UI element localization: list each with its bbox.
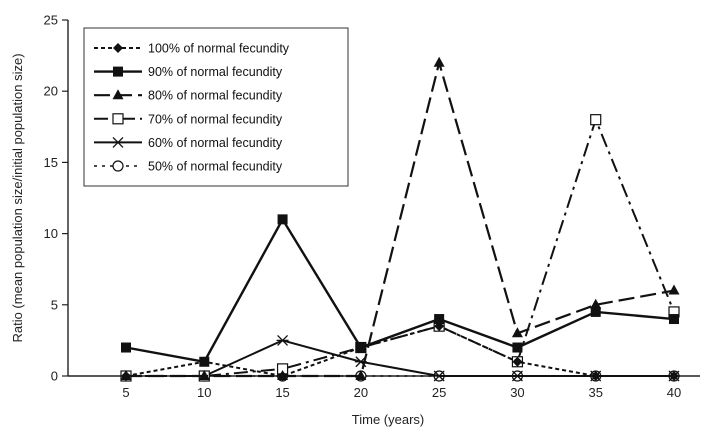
data-point <box>434 321 445 332</box>
data-point <box>198 370 210 380</box>
data-point <box>121 371 131 381</box>
x-tick-label: 30 <box>510 385 524 400</box>
series-2 <box>121 214 679 367</box>
data-point <box>590 371 601 381</box>
y-axis-title: Ratio (mean population size/initial popu… <box>10 53 25 342</box>
x-tick-label: 25 <box>432 385 446 400</box>
x-tick-label: 10 <box>197 385 211 400</box>
data-point <box>277 214 288 225</box>
legend-label: 70% of normal fecundity <box>148 112 283 126</box>
y-tick-label: 20 <box>44 84 58 99</box>
data-point <box>512 342 523 353</box>
legend-item: 70% of normal fecundity <box>94 112 283 126</box>
legend-marker <box>112 136 124 148</box>
legend-item: 90% of normal fecundity <box>94 65 283 79</box>
data-point <box>433 370 446 382</box>
legend-marker <box>112 113 124 125</box>
data-point <box>277 371 288 381</box>
y-tick-label: 15 <box>44 155 58 170</box>
series-1 <box>121 321 679 381</box>
y-tick-label: 10 <box>44 226 58 241</box>
series-layer <box>120 56 680 382</box>
y-tick-label: 0 <box>51 369 58 384</box>
data-point <box>434 314 445 325</box>
legend-item: 80% of normal fecundity <box>94 89 283 103</box>
legend-item: 100% of normal fecundity <box>94 42 290 56</box>
series-line <box>125 325 674 378</box>
data-point <box>355 342 366 353</box>
legend-label: 80% of normal fecundity <box>148 89 283 103</box>
data-point <box>511 327 523 338</box>
legend-label: 50% of normal fecundity <box>148 160 283 174</box>
x-tick-label: 15 <box>275 385 289 400</box>
data-point <box>121 342 131 353</box>
legend-item: 60% of normal fecundity <box>94 136 283 150</box>
data-point <box>433 56 445 67</box>
data-point <box>669 371 679 381</box>
y-tick-label: 25 <box>44 13 58 28</box>
data-point <box>668 284 680 295</box>
data-point <box>590 114 602 126</box>
legend-label: 100% of normal fecundity <box>148 42 290 56</box>
legend-marker <box>113 66 123 77</box>
y-tick-label: 5 <box>51 297 58 312</box>
data-point <box>511 370 524 382</box>
legend-label: 60% of normal fecundity <box>148 136 283 150</box>
x-tick-label: 20 <box>354 385 368 400</box>
data-point <box>276 334 289 346</box>
legend-marker <box>112 160 124 172</box>
data-point <box>199 356 210 367</box>
data-point <box>590 298 602 309</box>
x-tick-label: 40 <box>667 385 681 400</box>
series-line <box>125 216 675 364</box>
data-point <box>590 306 601 317</box>
legend: 100% of normal fecundity 90% of normal fe… <box>83 27 349 187</box>
data-point <box>512 356 523 367</box>
legend-box <box>83 27 349 187</box>
legend-marker <box>113 43 123 53</box>
series-line <box>126 58 675 378</box>
x-axis-title: Time (years) <box>352 412 424 427</box>
legend-marker <box>112 89 124 100</box>
data-point <box>669 314 679 325</box>
x-tick-label: 35 <box>588 385 602 400</box>
x-tick-label: 5 <box>122 385 129 400</box>
data-point <box>355 370 367 380</box>
legend-item: 50% of normal fecundity <box>94 160 283 174</box>
legend-label: 90% of normal fecundity <box>148 65 283 79</box>
